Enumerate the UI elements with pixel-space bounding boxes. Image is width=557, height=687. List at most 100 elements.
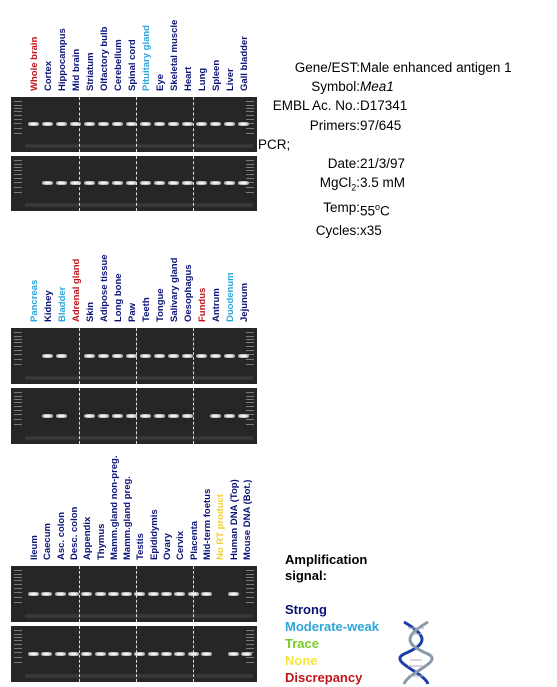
pcr-band [210, 354, 221, 358]
pcr-band [147, 652, 159, 656]
gel-lane [140, 328, 151, 384]
pcr-band [42, 181, 53, 185]
gel-lane [238, 97, 249, 152]
gel-lane [224, 388, 235, 444]
gel-lane [28, 156, 39, 211]
ladder-left [13, 97, 23, 152]
gel-lane [174, 626, 186, 682]
lane-label-text: Olfactory bulb [99, 26, 110, 91]
gel-lane [168, 388, 179, 444]
pcr-band [42, 122, 53, 126]
lane-label-text: Pancreas [29, 279, 40, 322]
gel-lane [98, 156, 109, 211]
lane-group-divider [193, 388, 194, 444]
gel-lane [140, 156, 151, 211]
pcr-band [140, 181, 151, 185]
pcr-band [200, 652, 212, 656]
gel-lane [81, 566, 93, 622]
pcr-band [112, 181, 123, 185]
temp-value: 55oC [360, 198, 390, 221]
pcr-band [84, 354, 95, 358]
temp-value-pre: 55 [360, 203, 376, 219]
lane-label-text: Ovary [162, 533, 173, 560]
ladder-right [245, 566, 255, 622]
lane-label-text: Caecum [42, 523, 54, 560]
gel-lane [210, 328, 221, 384]
lane-label: No RT product [214, 494, 228, 560]
pcr-band [98, 181, 109, 185]
lane-group-divider [136, 626, 137, 682]
legend-item-strong: Strong [285, 602, 327, 617]
lane-label-text: Cortex [43, 60, 54, 91]
primers-row: Primers: 97/645 [258, 116, 512, 135]
pcr-band [121, 652, 133, 656]
lane-label: Mid-term foetus [201, 489, 215, 560]
pcr-band [126, 181, 137, 185]
gel-lane [210, 97, 221, 152]
gel-lane [56, 388, 67, 444]
date-value: 21/3/97 [360, 156, 406, 172]
gel-lane [84, 328, 95, 384]
lane-label: Asc. colon [55, 512, 69, 560]
lane-label-text: Eye [155, 74, 166, 91]
gel-lane [54, 566, 66, 622]
pcr-band [227, 592, 239, 596]
pcr-band [81, 652, 93, 656]
gene-label: Gene/EST: [294, 60, 360, 75]
date-label: Date: [327, 156, 360, 172]
lane-label: Mamm.gland non-preg. [108, 456, 122, 561]
pcr-band [161, 592, 172, 596]
pcr-band [84, 122, 95, 126]
lane-label: Spleen [210, 60, 224, 91]
pcr-band [70, 181, 81, 185]
lane-label-text: Fundus [197, 287, 208, 322]
lane-label: Pancreas [28, 280, 42, 322]
pcr-band [174, 652, 186, 656]
pcr-band [238, 122, 249, 126]
temp-row: Temp: 55oC [258, 198, 512, 221]
lane-label: Fundus [196, 288, 210, 322]
gel-lane [42, 388, 53, 444]
pcr-band [56, 122, 67, 126]
dna-helix-icon [398, 620, 434, 685]
lane-group-divider [193, 328, 194, 384]
lane-group-divider [79, 328, 80, 384]
gel-lane [84, 97, 95, 152]
lane-label-text: Whole brain [29, 36, 40, 91]
lane-label-text: Striatum [85, 52, 96, 91]
gel-lane [28, 328, 39, 384]
lane-label: Mid brain [70, 49, 84, 91]
lane-label: Caecum [41, 523, 55, 560]
pcr-band [140, 414, 151, 418]
lane-label: Placenta [188, 521, 202, 560]
mgcl-label-post: : [356, 175, 360, 191]
gel-lane [107, 626, 119, 682]
lane-label-text: Teeth [141, 297, 152, 322]
gel-lane [238, 328, 249, 384]
lane-label-text: Skeletal muscle [169, 19, 180, 91]
cycles-label: Cycles: [315, 222, 360, 238]
lane-label: Whole brain [28, 37, 42, 91]
gel-lane [200, 626, 212, 682]
gel-image-top [11, 97, 257, 152]
gel-lane [67, 626, 79, 682]
lane-label: Skeletal muscle [168, 20, 182, 91]
gel-lane [81, 626, 93, 682]
lane-label-text: Skin [85, 301, 96, 322]
pcr-band [107, 652, 119, 656]
lane-label: Lung [196, 68, 210, 91]
lane-label-text: Adrenal gland [71, 258, 82, 322]
lane-label: Bladder [56, 287, 70, 322]
gel-lane [28, 388, 39, 444]
pcr-band [154, 122, 165, 126]
lane-group-divider [193, 97, 194, 152]
lane-label: Adipose tissue [98, 254, 112, 322]
pcr-band [134, 592, 146, 596]
pcr-band [168, 181, 179, 185]
lane-label-text: No RT product [215, 494, 227, 560]
lane-label-text: Cervix [175, 530, 187, 560]
gel-lane [241, 566, 252, 622]
pcr-band [210, 181, 221, 185]
gel-lane [41, 566, 53, 622]
legend-item-none: None [285, 653, 318, 668]
